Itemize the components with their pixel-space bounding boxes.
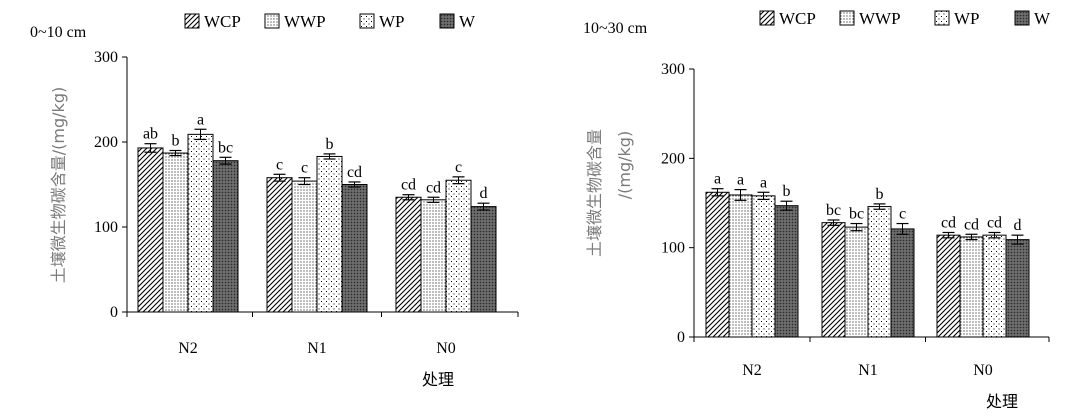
legend-swatch-WWP bbox=[839, 10, 855, 26]
x-tick-label: N0 bbox=[973, 362, 993, 379]
legend-swatch-WP bbox=[359, 13, 375, 29]
legend: WCP WWP WP W bbox=[759, 9, 1051, 28]
x-tick-label: N1 bbox=[858, 362, 878, 379]
y-tick-label: 300 bbox=[661, 61, 685, 78]
significance-letter: a bbox=[197, 111, 204, 128]
x-axis-label: 处理 bbox=[986, 393, 1018, 411]
bar-WWP-N1 bbox=[844, 226, 869, 338]
significance-letter: cd bbox=[347, 164, 362, 181]
y-tick-label: 100 bbox=[94, 219, 118, 236]
significance-letter: cd bbox=[401, 177, 416, 194]
significance-letter: c bbox=[301, 160, 308, 177]
significance-letter: c bbox=[276, 156, 283, 173]
x-tick-label: N2 bbox=[742, 362, 762, 379]
significance-letter: a bbox=[737, 172, 744, 189]
legend: WCP WWP WP W bbox=[184, 12, 476, 31]
legend-label-WCP: WCP bbox=[779, 9, 816, 28]
legend-swatch-WCP bbox=[759, 10, 775, 26]
bar-W-N2 bbox=[774, 205, 799, 338]
bar-WWP-N2 bbox=[162, 152, 189, 313]
bar-WP-N2 bbox=[187, 133, 214, 313]
x-tick-label: N1 bbox=[307, 340, 327, 357]
bar-W-N1 bbox=[341, 184, 368, 313]
panel-label: 0~10 cm bbox=[30, 24, 87, 41]
significance-letter: bc bbox=[218, 139, 233, 156]
bar-WWP-N0 bbox=[959, 236, 984, 338]
bar-WP-N1 bbox=[867, 206, 892, 338]
bar-WCP-N0 bbox=[936, 234, 961, 338]
legend-swatch-W bbox=[439, 13, 455, 29]
bar-WCP-N1 bbox=[266, 177, 293, 313]
bar-WCP-N2 bbox=[137, 147, 164, 313]
legend-label-WCP: WCP bbox=[204, 12, 241, 31]
significance-letter: b bbox=[326, 136, 334, 153]
y-axis-label-line-1: 土壤微生物碳含量 bbox=[585, 129, 604, 257]
y-axis-label: 土壤微生物碳含量/(mg/kg) bbox=[49, 87, 68, 283]
bar-W-N1 bbox=[890, 228, 915, 338]
chart-panel-0-10cm: 0~10 cm 土壤微生物碳含量/(mg/kg) 处理 WCP WWP WP W 0 1… bbox=[30, 12, 519, 389]
bar-WWP-N1 bbox=[291, 180, 318, 313]
significance-letter: cd bbox=[987, 214, 1002, 231]
bar-WWP-N2 bbox=[728, 194, 753, 338]
y-tick-label: 200 bbox=[661, 150, 685, 167]
y-tick-label: 0 bbox=[110, 304, 118, 321]
legend-label-WWP: WWP bbox=[859, 9, 901, 28]
significance-letter: b bbox=[876, 186, 884, 203]
legend-swatch-WCP bbox=[184, 13, 200, 29]
bar-WCP-N0 bbox=[395, 196, 422, 313]
axes: 0 100 200 300 N2 N1 N0 bbox=[94, 49, 519, 357]
legend-swatch-WP bbox=[934, 10, 950, 26]
bar-WCP-N2 bbox=[705, 191, 730, 338]
chart-panel-10-30cm: 10~30 cm 土壤微生物碳含量 /(mg/kg) 处理 WCP WWP WP W … bbox=[583, 9, 1051, 411]
significance-letter: b bbox=[783, 183, 791, 200]
x-tick-label: N2 bbox=[178, 340, 198, 357]
legend-label-WP: WP bbox=[954, 9, 980, 28]
significance-letter: cd bbox=[941, 214, 956, 231]
bar-WP-N2 bbox=[751, 195, 776, 338]
legend-label-WWP: WWP bbox=[284, 12, 326, 31]
significance-letter: b bbox=[172, 133, 180, 150]
significance-letter: cd bbox=[964, 216, 979, 233]
y-axis-label-line-2: /(mg/kg) bbox=[615, 131, 634, 199]
significance-letter: ab bbox=[143, 126, 158, 143]
bar-WP-N0 bbox=[982, 234, 1007, 338]
bar-WCP-N1 bbox=[821, 222, 846, 338]
significance-letter: d bbox=[480, 185, 488, 202]
y-tick-label: 200 bbox=[94, 134, 118, 151]
legend-label-W: W bbox=[459, 12, 476, 31]
bar-WWP-N0 bbox=[420, 199, 447, 313]
x-tick-label: N0 bbox=[436, 340, 456, 357]
y-tick-label: 300 bbox=[94, 49, 118, 66]
panel-label: 10~30 cm bbox=[583, 20, 648, 37]
significance-letter: a bbox=[760, 174, 767, 191]
legend-swatch-WWP bbox=[264, 13, 280, 29]
bar-W-N0 bbox=[1005, 239, 1030, 338]
significance-letter: bc bbox=[849, 206, 864, 223]
x-axis-label: 处理 bbox=[422, 371, 454, 389]
significance-letter: c bbox=[455, 159, 462, 176]
significance-letter: cd bbox=[426, 179, 441, 196]
bar-WP-N0 bbox=[445, 179, 472, 313]
bar-W-N0 bbox=[470, 206, 497, 313]
bar-W-N2 bbox=[212, 160, 239, 313]
y-tick-label: 100 bbox=[661, 240, 685, 257]
legend-label-WP: WP bbox=[379, 12, 405, 31]
significance-letter: c bbox=[899, 206, 906, 223]
significance-letter: d bbox=[1014, 217, 1022, 234]
significance-letter: bc bbox=[826, 202, 841, 219]
bar-WP-N1 bbox=[316, 155, 343, 313]
legend-label-W: W bbox=[1034, 9, 1051, 28]
y-tick-label: 0 bbox=[677, 329, 685, 346]
significance-letter: a bbox=[714, 171, 721, 188]
legend-swatch-W bbox=[1014, 10, 1030, 26]
